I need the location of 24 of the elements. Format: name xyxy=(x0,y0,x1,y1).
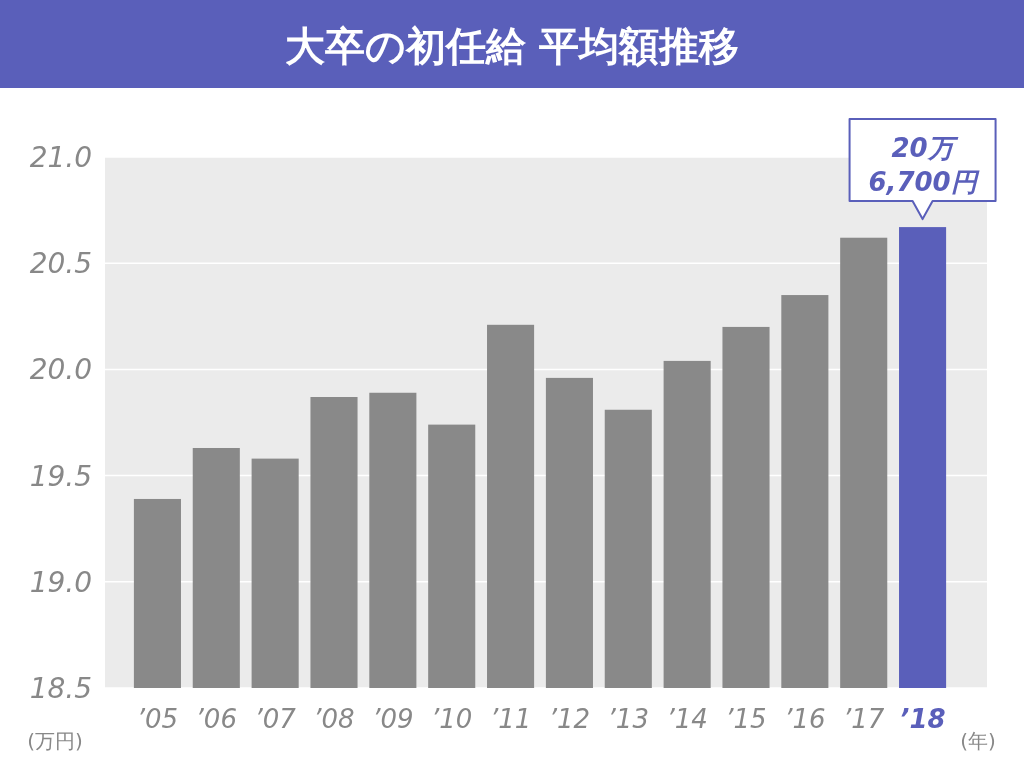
x-tick-label: ’12 xyxy=(548,704,591,734)
x-tick-label: ’10 xyxy=(431,704,473,734)
x-tick-label: ’07 xyxy=(254,704,297,734)
x-tick-label: ’14 xyxy=(666,704,708,734)
x-tick-label: ’17 xyxy=(843,704,885,734)
y-tick-label: 20.5 xyxy=(29,247,92,281)
x-tick-label: ’18 xyxy=(899,704,946,734)
x-tick-label: ’08 xyxy=(313,704,355,734)
x-tick-label: ’09 xyxy=(372,704,414,734)
x-tick-label: ’13 xyxy=(607,704,649,734)
y-tick-label: 20.0 xyxy=(29,353,92,387)
y-tick-label: 21.0 xyxy=(29,141,92,174)
y-tick-label: 18.5 xyxy=(29,672,92,705)
x-tick-label: ’06 xyxy=(195,704,237,734)
x-tick-label: ’15 xyxy=(725,704,767,734)
x-tick-label: ’11 xyxy=(489,704,532,734)
annotation: 20万 6,700円 xyxy=(868,133,980,198)
y-tick-label: 19.5 xyxy=(29,459,92,493)
x-tick-label: ’05 xyxy=(136,704,179,734)
y-axis-title: (万円) xyxy=(27,729,83,753)
x-tick-label: ’16 xyxy=(784,704,826,734)
chart-title: 大卒の初任給 平均額推移 xyxy=(284,23,740,69)
y-tick-label: 19.0 xyxy=(29,565,92,599)
x-axis-title: (年) xyxy=(960,729,996,753)
